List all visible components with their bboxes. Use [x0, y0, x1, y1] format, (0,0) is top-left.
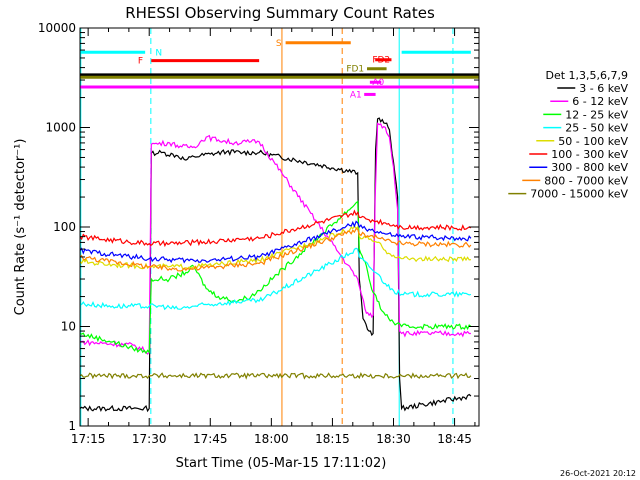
legend-entry-6: 300 - 800 keV	[551, 161, 628, 174]
series-lines	[80, 117, 472, 413]
series-line-7	[80, 228, 472, 272]
legend-entry-1: 6 - 12 keV	[572, 95, 628, 108]
series-line-5	[80, 209, 472, 248]
legend-entry-4: 50 - 100 keV	[558, 135, 628, 148]
y-tick-label-4: 10000	[38, 21, 76, 35]
flag-bars	[80, 41, 479, 96]
legend-entry-2: 12 - 25 keV	[565, 108, 628, 121]
flag-label-4: FD2	[372, 56, 390, 66]
x-tick-label-2: 17:45	[193, 432, 228, 446]
x-tick-label-4: 18:15	[315, 432, 350, 446]
chart-title: RHESSI Observing Summary Count Rates	[125, 4, 435, 22]
series-line-4	[80, 224, 472, 270]
series-line-3	[80, 247, 472, 311]
legend-entry-8: 7000 - 15000 keV	[530, 188, 628, 201]
x-tick-label-0: 17:15	[71, 432, 106, 446]
series-line-1	[80, 122, 471, 355]
x-tick-label-6: 18:45	[437, 432, 472, 446]
y-axis-label: Count Rate (s⁻¹ detector⁻¹)	[13, 139, 28, 316]
series-line-6	[80, 220, 472, 264]
legend-entry-0: 3 - 6 keV	[579, 82, 628, 95]
x-axis: 17:15 17:30 17:45 18:00 18:15 18:30 18:45	[71, 28, 476, 446]
legend-entry-5: 100 - 300 keV	[551, 148, 628, 161]
x-tick-label-3: 18:00	[254, 432, 289, 446]
flag-labels: N F S FD1 FD2 A0 A1	[138, 39, 390, 101]
series-line-0	[80, 117, 472, 413]
timestamp: 26-Oct-2021 20:12	[560, 469, 636, 478]
flag-label-6: A1	[350, 90, 362, 100]
x-axis-label: Start Time (05-Mar-15 17:11:02)	[176, 456, 387, 471]
y-tick-label-3: 1000	[45, 121, 76, 135]
plot-area	[80, 28, 479, 426]
flag-label-2: S	[276, 39, 282, 49]
y-tick-label-2: 100	[53, 220, 76, 234]
flag-label-3: FD1	[346, 65, 364, 75]
x-tick-label-5: 18:30	[376, 432, 411, 446]
y-axis: 1 10 100 1000 10000	[38, 21, 479, 433]
series-line-2	[80, 200, 472, 355]
legend-entry-3: 25 - 50 keV	[565, 122, 628, 135]
series-line-8	[80, 371, 472, 380]
y-tick-label-1: 10	[61, 320, 76, 334]
legend-entry-7: 800 - 7000 keV	[544, 174, 628, 187]
x-tick-label-1: 17:30	[132, 432, 167, 446]
legend-header: Det 1,3,5,6,7,9	[545, 69, 628, 82]
y-tick-label-0: 1	[68, 419, 76, 433]
flag-label-1: F	[138, 57, 143, 67]
flag-label-5: A0	[372, 78, 384, 88]
flag-label-0: N	[155, 48, 162, 58]
